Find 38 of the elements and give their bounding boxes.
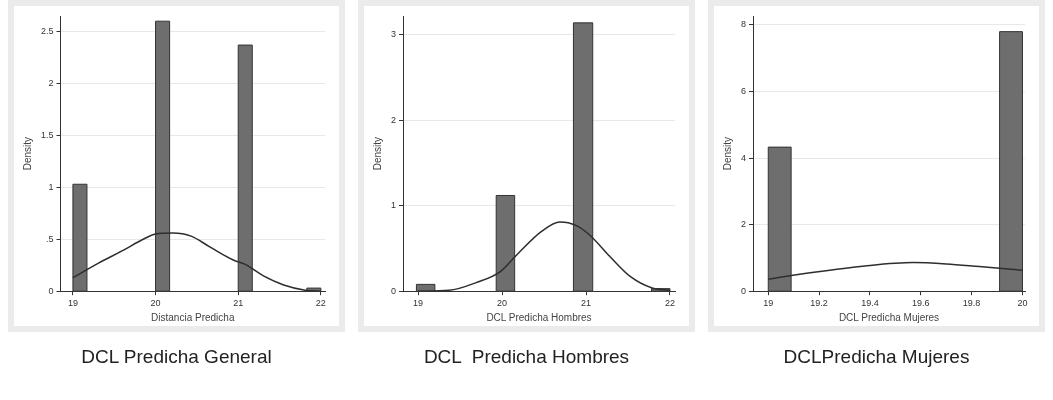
- x-tick-label: 19.4: [861, 298, 879, 309]
- text: DCLPredicha Mujeres: [783, 346, 970, 368]
- y-tick-label: 2: [390, 114, 397, 125]
- y-tick-label: 0: [740, 285, 747, 296]
- x-tick-label: 19: [67, 298, 78, 309]
- x-axis-title: Distancia Predicha: [151, 311, 235, 323]
- x-tick-label: 22: [664, 298, 675, 309]
- y-tick-label: 0: [390, 285, 397, 296]
- x-tick-label: 21: [581, 298, 592, 309]
- y-tick-label: 2.5: [41, 26, 54, 37]
- x-tick-label: 19.8: [962, 298, 981, 309]
- text: DCL Predicha General: [81, 346, 272, 368]
- y-axis-title: Density: [21, 136, 33, 171]
- x-tick-label: 19: [763, 298, 774, 309]
- y-axis-title: Density: [371, 136, 383, 171]
- y-tick-label: 8: [740, 19, 747, 30]
- x-tick-label: 21: [233, 298, 244, 309]
- x-axis-title: DCL Predicha Mujeres: [838, 311, 940, 323]
- y-tick-label: 1: [48, 181, 54, 192]
- x-tick-label: 20: [1017, 298, 1028, 309]
- y-tick-label: .5: [46, 233, 54, 244]
- y-tick-label: 1.5: [41, 129, 54, 140]
- text: DCL Predicha Hombres: [423, 346, 630, 368]
- y-tick-label: 2: [740, 219, 747, 230]
- y-tick-label: 1: [390, 200, 397, 211]
- x-axis-title: DCL Predicha Hombres: [486, 311, 592, 323]
- y-tick-label: 6: [740, 86, 747, 97]
- x-tick-label: 20: [497, 298, 508, 309]
- x-tick-label: 19.6: [912, 298, 930, 309]
- y-axis-title: Density: [721, 136, 733, 171]
- y-tick-label: 0: [48, 285, 54, 296]
- x-tick-label: 20: [150, 298, 161, 309]
- x-tick-label: 19: [413, 298, 424, 309]
- y-tick-label: 3: [390, 29, 397, 40]
- x-tick-label: 19.2: [810, 298, 828, 309]
- y-tick-label: 4: [740, 152, 747, 163]
- y-tick-label: 2: [48, 77, 54, 88]
- x-tick-label: 22: [315, 298, 326, 309]
